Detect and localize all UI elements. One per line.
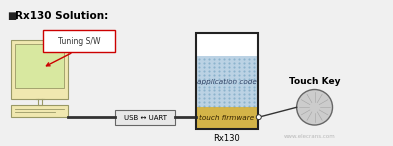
Bar — [196, 107, 258, 129]
Text: Tuning S/W: Tuning S/W — [58, 37, 100, 46]
Text: Rx130: Rx130 — [213, 134, 240, 143]
Circle shape — [297, 89, 332, 125]
Bar — [196, 56, 258, 107]
Text: application code: application code — [197, 79, 257, 85]
Text: Touch Key: Touch Key — [289, 77, 340, 86]
Text: www.elecrans.com: www.elecrans.com — [284, 134, 336, 139]
Bar — [196, 33, 258, 129]
Text: Rx130 Solution:: Rx130 Solution: — [15, 11, 108, 21]
Bar — [11, 40, 68, 99]
Bar — [196, 33, 258, 56]
Text: ■: ■ — [7, 11, 16, 21]
Bar — [115, 110, 175, 125]
Bar — [42, 30, 115, 52]
Text: touch firmware: touch firmware — [199, 115, 255, 121]
Circle shape — [256, 115, 261, 120]
Bar — [11, 105, 68, 117]
Text: USB ↔ UART: USB ↔ UART — [124, 115, 167, 121]
Bar — [15, 44, 64, 88]
